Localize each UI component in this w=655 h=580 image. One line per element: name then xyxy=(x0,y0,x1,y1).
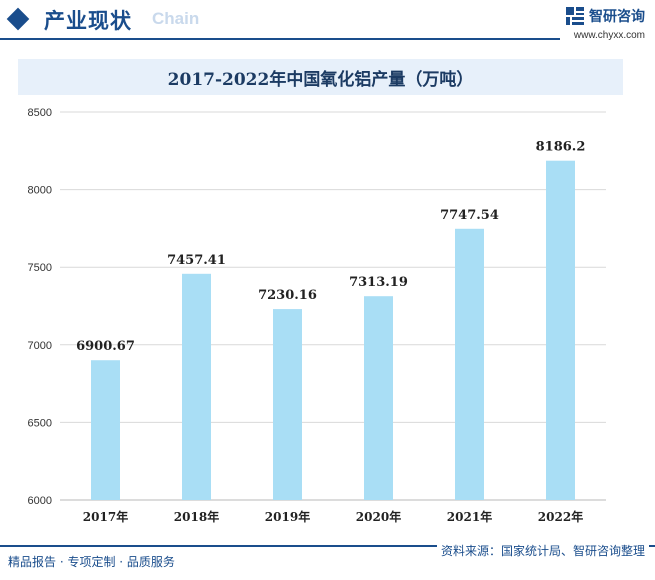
y-axis-ticks: 6000 6500 7000 7500 8000 8500 xyxy=(28,107,52,507)
y-tick-label: 6500 xyxy=(28,417,52,429)
footer-divider xyxy=(0,545,655,547)
chart-title-banner: 2017-2022年中国氧化铝产量（万吨） xyxy=(18,59,623,95)
data-label: 7230.16 xyxy=(258,288,317,303)
x-tick-label: 2018年 xyxy=(174,509,219,524)
x-tick-label: 2019年 xyxy=(265,509,310,524)
x-tick-label: 2022年 xyxy=(538,509,583,524)
bar xyxy=(364,296,393,500)
brand-name: 智研咨询 xyxy=(589,9,645,25)
bar xyxy=(455,228,484,500)
header-divider xyxy=(0,38,560,40)
y-tick-label: 6000 xyxy=(28,495,52,507)
chart-title: 2017-2022年中国氧化铝产量（万吨） xyxy=(167,69,474,90)
value-labels-layer: 6900.67 7457.41 7230.16 7313.19 7747.54 8186.… xyxy=(76,140,585,355)
x-tick-label: 2020年 xyxy=(356,509,401,524)
grid-layer xyxy=(60,111,606,501)
data-label: 8186.2 xyxy=(536,140,586,155)
brand-url: www.chyxx.com xyxy=(573,30,645,41)
brand-logo-icon xyxy=(566,7,584,25)
page-header: 产业现状 Chain 智研咨询 www.chyxx.com xyxy=(0,0,655,44)
bars-layer xyxy=(91,160,575,500)
data-label: 7747.54 xyxy=(440,208,499,223)
data-label: 6900.67 xyxy=(76,339,135,354)
x-tick-label: 2017年 xyxy=(83,509,128,524)
y-tick-label: 7000 xyxy=(28,340,52,352)
footer-slogan: 精品报告 · 专项定制 · 品质服务 xyxy=(8,555,175,569)
bar xyxy=(91,360,120,500)
bar xyxy=(182,273,211,500)
x-axis-ticks: 2017年 2018年 2019年 2020年 2021年 2022年 xyxy=(83,509,583,524)
data-label: 7457.41 xyxy=(167,253,226,268)
section-title: 产业现状 xyxy=(44,9,132,33)
source-note: 资料来源：国家统计局、智研咨询整理 xyxy=(436,540,649,561)
data-label: 7313.19 xyxy=(349,275,408,290)
brand: 智研咨询 xyxy=(565,6,645,26)
section-subtitle: Chain xyxy=(152,9,200,28)
y-tick-label: 8500 xyxy=(28,107,52,119)
y-tick-label: 7500 xyxy=(28,262,52,274)
bar xyxy=(546,160,575,500)
x-tick-label: 2021年 xyxy=(447,509,492,524)
bar xyxy=(273,309,302,500)
y-tick-label: 8000 xyxy=(28,185,52,197)
